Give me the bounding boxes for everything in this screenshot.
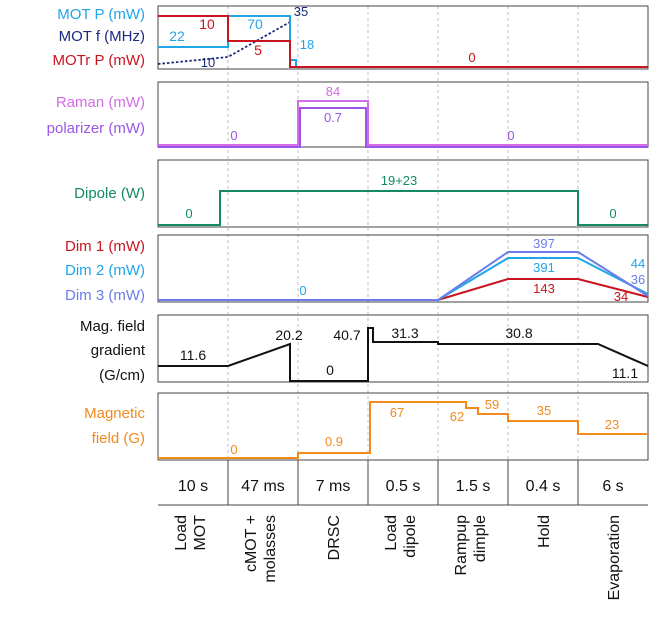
stage-load-mot-1: Load — [173, 515, 190, 551]
value-mot-f-35: 35 — [294, 4, 308, 19]
panel-field: Magnetic field (G) 0 0.9 67 62 59 35 23 — [84, 397, 648, 459]
value-dim-36: 36 — [631, 272, 645, 287]
label-dim3: Dim 3 (mW) — [65, 287, 145, 304]
label-field-1: Magnetic — [84, 405, 145, 422]
trace-mot-p — [158, 15, 297, 67]
stage-load-dipole-2: dipole — [402, 515, 419, 558]
value-dim-143: 143 — [533, 281, 555, 296]
stage-cmot-2: molasses — [262, 515, 279, 583]
stage-load-mot-2: MOT — [192, 515, 209, 551]
trace-motr-p — [158, 15, 648, 68]
duration-evaporation: 6 s — [602, 478, 623, 495]
value-field-09: 0.9 — [325, 434, 343, 449]
value-grad-202: 20.2 — [275, 327, 302, 343]
trace-field — [158, 401, 648, 459]
label-grad-2: gradient — [91, 342, 146, 359]
value-field-35: 35 — [537, 403, 551, 418]
value-raman-84: 84 — [326, 84, 340, 99]
panel-dipole: Dipole (W) 0 19+23 0 — [74, 173, 648, 226]
value-field-23: 23 — [605, 417, 619, 432]
timeline-table: 10 s 47 ms 7 ms 0.5 s 1.5 s 0.4 s 6 s Lo… — [158, 459, 648, 601]
value-grad-111: 11.1 — [612, 365, 638, 381]
value-motr-5: 5 — [254, 42, 262, 58]
label-mot-p: MOT P (mW) — [57, 6, 145, 23]
value-field-59: 59 — [485, 397, 499, 412]
label-field-2: field (G) — [92, 430, 145, 447]
label-dim1: Dim 1 (mW) — [65, 238, 145, 255]
panel-grad: Mag. field gradient (G/cm) 11.6 20.2 40.… — [80, 318, 649, 384]
value-mot-p-22: 22 — [169, 28, 185, 44]
label-polarizer: polarizer (mW) — [47, 120, 145, 137]
value-grad-407: 40.7 — [333, 327, 360, 343]
stage-rampup-2: dimple — [472, 515, 489, 562]
duration-hold: 0.4 s — [526, 478, 561, 495]
duration-labels: 10 s 47 ms 7 ms 0.5 s 1.5 s 0.4 s 6 s — [178, 478, 624, 495]
duration-load-dipole: 0.5 s — [386, 478, 421, 495]
value-grad-0: 0 — [326, 362, 334, 378]
value-mot-p-18: 18 — [300, 37, 314, 52]
panel-dipole-frame — [157, 159, 649, 228]
value-polarizer-07: 0.7 — [324, 110, 342, 125]
stage-rampup-1: Rampup — [453, 515, 470, 576]
duration-cmot: 47 ms — [241, 478, 285, 495]
value-field-67: 67 — [390, 405, 404, 420]
label-mot-f: MOT f (MHz) — [59, 28, 145, 45]
panel-raman: Raman (mW) polarizer (mW) 84 0.7 0 0 — [47, 84, 648, 148]
duration-drsc: 7 ms — [316, 478, 351, 495]
panel-frames — [157, 5, 649, 461]
label-dipole: Dipole (W) — [74, 185, 145, 202]
stage-separators — [227, 6, 579, 460]
value-dim-397: 397 — [533, 236, 555, 251]
value-dim-34: 34 — [614, 289, 628, 304]
trace-dim1 — [158, 278, 649, 301]
value-grad-313: 31.3 — [391, 325, 418, 341]
stage-labels: Load MOT cMOT + molasses DRSC Load dipol… — [173, 515, 623, 601]
stage-drsc: DRSC — [326, 515, 343, 560]
trace-raman — [158, 100, 648, 146]
label-raman: Raman (mW) — [56, 94, 145, 111]
stage-cmot-1: cMOT + — [243, 515, 260, 572]
label-motr-p: MOTr P (mW) — [53, 52, 145, 69]
trace-grad — [158, 327, 649, 382]
panel-mot-frame — [157, 5, 649, 70]
stage-evaporation: Evaporation — [606, 515, 623, 600]
panel-dimple: Dim 1 (mW) Dim 2 (mW) Dim 3 (mW) 397 391… — [65, 236, 649, 304]
value-dipole-0a: 0 — [185, 206, 192, 221]
value-field-62: 62 — [450, 409, 464, 424]
value-raman-0a: 0 — [230, 128, 237, 143]
value-mot-p-70: 70 — [247, 16, 263, 32]
value-motr-0: 0 — [468, 50, 475, 65]
value-grad-308: 30.8 — [505, 325, 532, 341]
value-dim-44: 44 — [631, 256, 645, 271]
stage-hold: Hold — [536, 515, 553, 548]
value-raman-0b: 0 — [507, 128, 514, 143]
trace-polarizer — [158, 107, 648, 148]
value-field-0: 0 — [230, 442, 237, 457]
trace-dim3 — [158, 251, 649, 301]
value-dipole-19-23: 19+23 — [381, 173, 418, 188]
label-grad-3: (G/cm) — [99, 367, 145, 384]
stage-load-dipole-1: Load — [383, 515, 400, 551]
panel-grad-frame — [157, 314, 649, 383]
duration-rampup: 1.5 s — [456, 478, 491, 495]
duration-load-mot: 10 s — [178, 478, 208, 495]
panel-dimple-frame — [157, 234, 649, 303]
value-motr-10: 10 — [199, 16, 215, 32]
label-grad-1: Mag. field — [80, 318, 145, 335]
value-dipole-0b: 0 — [609, 206, 616, 221]
trace-dipole — [158, 190, 648, 226]
value-grad-116: 11.6 — [180, 347, 206, 363]
label-dim2: Dim 2 (mW) — [65, 262, 145, 279]
value-dim-0: 0 — [299, 283, 306, 298]
value-dim-391: 391 — [533, 260, 555, 275]
panel-mot: MOT P (mW) MOT f (MHz) MOTr P (mW) 10 70… — [53, 4, 648, 70]
value-mot-f-10: 10 — [201, 55, 215, 70]
